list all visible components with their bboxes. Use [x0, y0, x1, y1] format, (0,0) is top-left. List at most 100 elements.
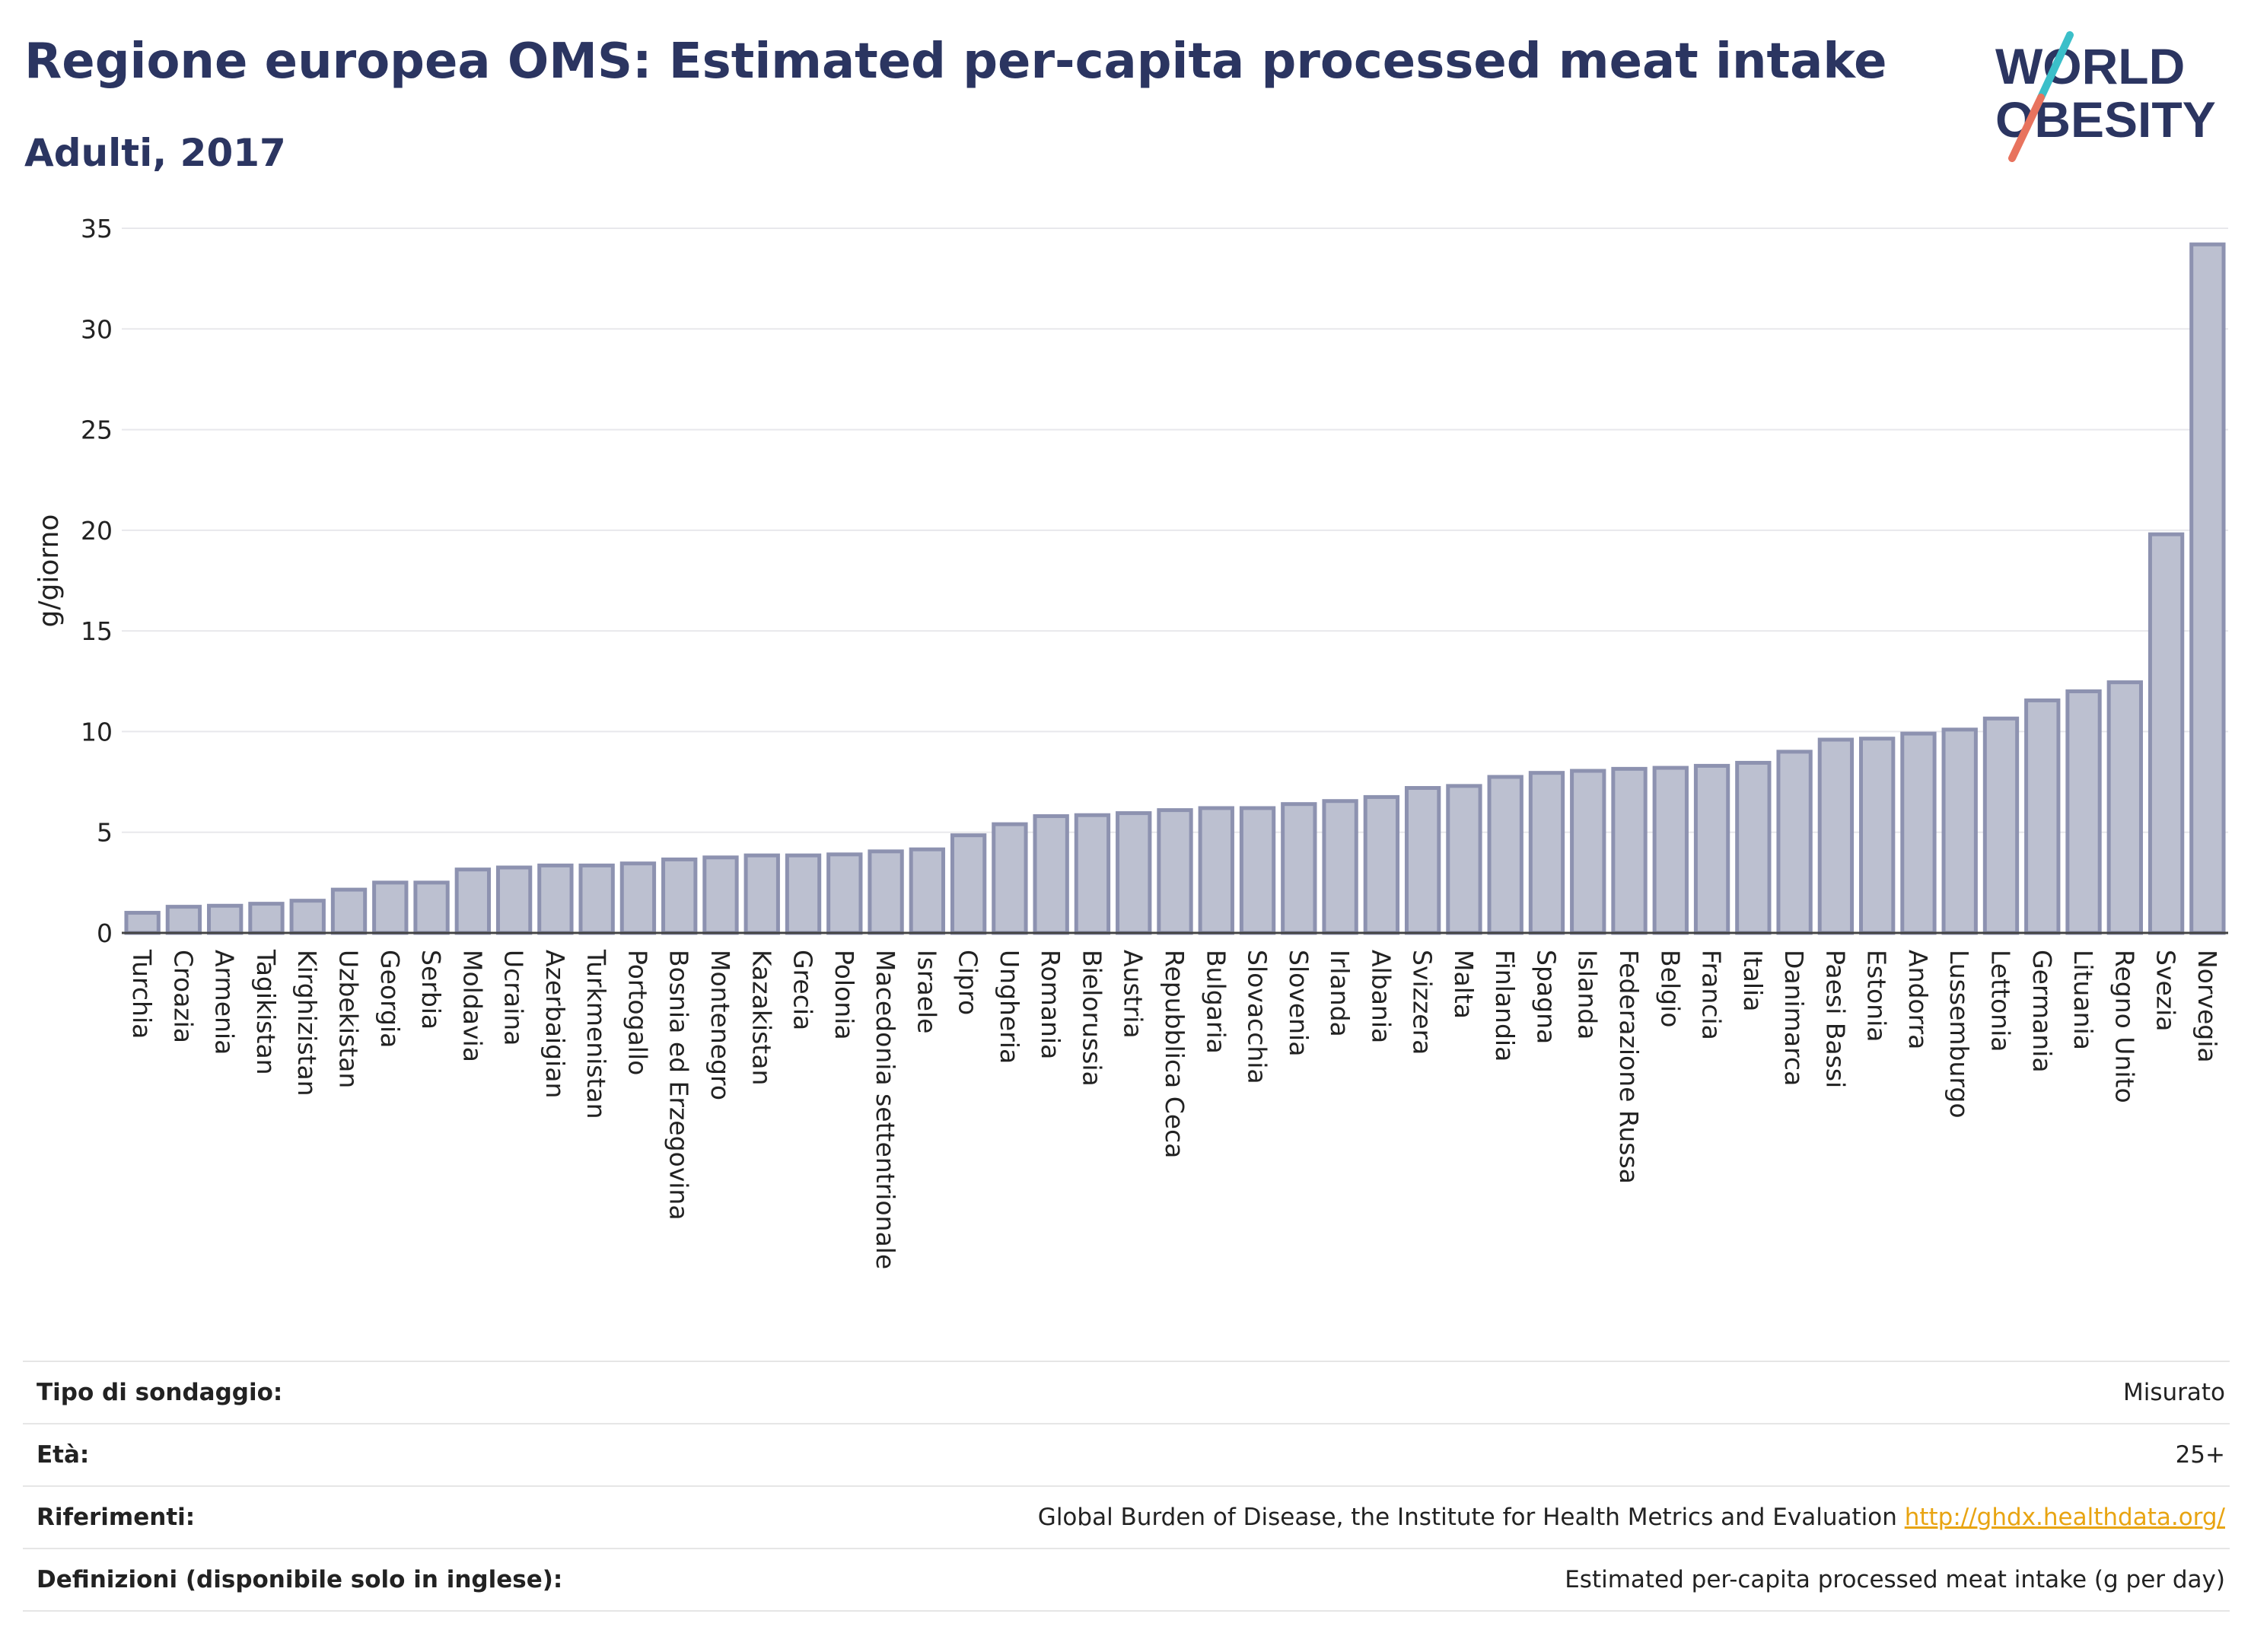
bar-germania	[2024, 698, 2061, 935]
x-tick-label: Svizzera	[1408, 950, 1438, 1055]
bar-portogallo	[619, 861, 657, 935]
y-axis-ticks: 0 5 10 15 20 25 30 35	[81, 214, 113, 948]
info-value: Estimated per-capita processed meat inta…	[1565, 1566, 2225, 1593]
bar-irlanda	[1322, 799, 1358, 935]
x-tick-label: Tagikistan	[251, 949, 281, 1075]
info-value: Misurato	[2122, 1379, 2225, 1406]
bar-azerbaigian	[537, 863, 574, 935]
bar-repubblica-ceca	[1157, 808, 1193, 935]
x-tick-label: Uzbekistan	[334, 950, 364, 1088]
bar-lituania	[2065, 689, 2102, 935]
bar-danimarca	[1776, 750, 1813, 935]
x-tick-label: Lettonia	[1985, 950, 2015, 1052]
logo-teal-stroke	[2037, 31, 2074, 101]
y-tick-label: 25	[81, 415, 113, 445]
bar-moldavia	[454, 867, 492, 935]
x-tick-label: Ucraina	[499, 950, 529, 1046]
bar-andorra	[1900, 731, 1937, 935]
x-tick-label: Bielorussia	[1077, 950, 1106, 1087]
bar-malta	[1446, 784, 1482, 935]
x-tick-label: Paesi Bassi	[1820, 950, 1850, 1088]
chart-title: Regione europea OMS: Estimated per-capit…	[24, 33, 1887, 90]
info-key: Definizioni (disponibile solo in inglese…	[37, 1566, 563, 1593]
x-tick-label: Montenegro	[705, 950, 735, 1100]
x-tick-label: Belgio	[1655, 950, 1685, 1027]
bar-grecia	[785, 853, 822, 935]
bar-slovenia	[1281, 802, 1317, 935]
bar-montenegro	[702, 855, 739, 935]
bar-federazione-russa	[1611, 766, 1648, 935]
info-key: Età:	[37, 1441, 90, 1469]
bar-turchia	[124, 911, 161, 935]
info-key: Tipo di sondaggio:	[37, 1379, 283, 1406]
bar-estonia	[1858, 737, 1896, 935]
x-tick-label: Norvegia	[2192, 950, 2222, 1063]
bar-tagikistan	[248, 902, 285, 935]
x-tick-label: Irlanda	[1325, 950, 1355, 1037]
bar-armenia	[207, 903, 244, 935]
x-tick-label: Moldavia	[457, 950, 487, 1062]
y-tick-label: 30	[81, 314, 113, 344]
y-tick-label: 15	[81, 616, 113, 646]
bar-romania	[1033, 814, 1069, 935]
info-row-age: Età: 25+	[23, 1424, 2230, 1486]
x-tick-label: Armenia	[210, 950, 240, 1055]
y-tick-label: 0	[97, 918, 113, 948]
bar-georgia	[372, 880, 409, 935]
bar-cipro	[950, 833, 987, 935]
x-tick-label: Francia	[1697, 950, 1727, 1040]
y-tick-label: 5	[97, 818, 113, 848]
bar-ungheria	[992, 822, 1028, 935]
x-tick-label: Islanda	[1573, 950, 1603, 1039]
x-tick-label: Albania	[1366, 950, 1396, 1043]
bar-croazia	[165, 905, 202, 935]
bar-ucraina	[495, 865, 533, 935]
x-tick-label: Israele	[912, 950, 941, 1034]
x-tick-label: Lussemburgo	[1944, 950, 1974, 1119]
x-tick-label: Slovacchia	[1243, 950, 1272, 1084]
info-table: Tipo di sondaggio: Misurato Età: 25+ Rif…	[23, 1361, 2230, 1612]
x-tick-label: Spagna	[1531, 950, 1561, 1044]
bar-chart: 0 5 10 15 20 25 30 35 g/giorno Turchia Croazia Ar…	[33, 214, 2228, 1269]
bar-serbia	[413, 880, 450, 935]
reference-link[interactable]: http://ghdx.healthdata.org/	[1904, 1504, 2225, 1531]
x-tick-label: Repubblica Ceca	[1160, 950, 1189, 1158]
logo-line1: WORLD	[1995, 38, 2185, 94]
x-tick-label: Croazia	[168, 950, 198, 1043]
info-row-survey-type: Tipo di sondaggio: Misurato	[23, 1361, 2230, 1424]
x-tick-label: Grecia	[788, 950, 818, 1030]
bar-austria	[1116, 811, 1152, 935]
y-tick-label: 20	[81, 516, 113, 546]
info-value: 25+	[2175, 1441, 2225, 1469]
bar-polonia	[826, 852, 863, 935]
bar-svizzera	[1404, 786, 1441, 935]
bar-israele	[909, 847, 946, 935]
bar-slovacchia	[1239, 806, 1276, 935]
x-tick-label: Serbia	[416, 950, 446, 1030]
x-tick-label: Germania	[2027, 950, 2057, 1073]
bar-norvegia	[2189, 242, 2226, 935]
bar-francia	[1693, 763, 1730, 935]
x-tick-label: Slovenia	[1284, 950, 1313, 1056]
bar-finlandia	[1487, 775, 1523, 935]
bar-regno-unito	[2106, 680, 2143, 935]
x-tick-label: Italia	[1738, 950, 1768, 1011]
x-tick-label: Bulgaria	[1201, 950, 1231, 1054]
x-tick-label: Danimarca	[1779, 950, 1809, 1086]
x-tick-label: Austria	[1119, 950, 1148, 1039]
bar-lettonia	[1982, 716, 2020, 935]
bar-uzbekistan	[330, 887, 368, 935]
bars	[124, 242, 2226, 935]
x-tick-label: Estonia	[1862, 950, 1892, 1042]
x-tick-label: Georgia	[375, 950, 405, 1048]
bar-belgio	[1652, 766, 1689, 935]
x-tick-label: Romania	[1036, 950, 1065, 1059]
info-key: Riferimenti:	[37, 1504, 196, 1531]
bar-kirghizistan	[289, 899, 326, 935]
x-tick-label: Federazione Russa	[1614, 950, 1644, 1184]
x-tick-label: Bosnia ed Erzegovina	[664, 950, 694, 1221]
bar-kazakistan	[743, 853, 780, 935]
bar-islanda	[1570, 769, 1606, 935]
x-tick-label: Finlandia	[1490, 950, 1520, 1062]
x-tick-label: Kirghizistan	[292, 950, 322, 1097]
